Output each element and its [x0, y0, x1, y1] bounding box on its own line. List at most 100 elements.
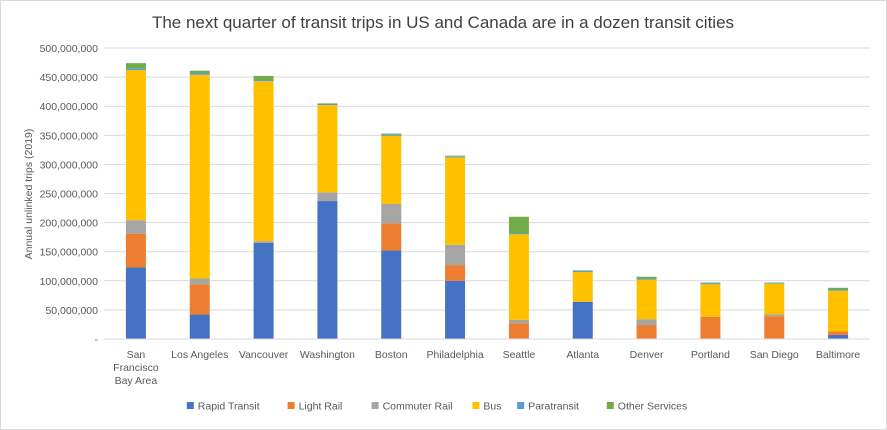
bar-segment	[636, 278, 657, 280]
bar-segment	[764, 283, 785, 315]
bar-segment	[508, 234, 529, 320]
bar-segment	[636, 276, 657, 279]
y-tick-label: 350,000,000	[40, 130, 99, 142]
bar-segment	[700, 282, 721, 284]
bar-segment	[764, 282, 785, 284]
bar-segment	[125, 70, 146, 221]
bar-segment	[189, 70, 210, 74]
x-category-label: Boston	[375, 349, 408, 361]
bar-segment	[508, 233, 529, 235]
bar-segment	[828, 331, 849, 335]
x-category-label: Seattle	[503, 349, 536, 361]
bar-segment	[700, 284, 721, 317]
bar-segment	[381, 134, 402, 136]
bar-segment	[381, 203, 402, 224]
bar-segment	[445, 265, 466, 281]
x-category-label: Denver	[630, 349, 664, 361]
bar-segment	[253, 80, 274, 82]
legend-item: Bus	[472, 401, 501, 413]
bar-segment	[764, 283, 785, 284]
bar-segment	[317, 105, 338, 193]
bar-segment	[828, 290, 849, 332]
legend-item: Other Services	[606, 401, 687, 413]
bar-segment	[828, 287, 849, 290]
bar-segment	[700, 316, 721, 339]
legend: Rapid Transit Light Rail Commuter Rail Bus P…	[186, 401, 687, 413]
x-category-label: Philadelphia	[426, 349, 483, 361]
bar-segment	[125, 63, 146, 69]
bar-segment	[381, 133, 402, 135]
y-tick-label: 400,000,000	[40, 101, 99, 113]
bar-segment	[189, 278, 210, 285]
y-tick-label: 150,000,000	[40, 247, 99, 259]
legend-label: Light Rail	[299, 401, 343, 413]
legend-item: Light Rail	[287, 401, 343, 413]
y-tick-label: 100,000,000	[40, 276, 99, 288]
bar-segment	[189, 314, 210, 339]
y-tick-label: 200,000,000	[40, 218, 99, 230]
legend-item: Rapid Transit	[186, 401, 260, 413]
bar-segment	[253, 242, 274, 339]
x-category-label: Portland	[691, 349, 730, 361]
y-tick-label: 500,000,000	[40, 43, 99, 55]
legend-swatch	[517, 402, 525, 409]
x-category-label: Baltimore	[816, 349, 861, 361]
bar-segment	[445, 280, 466, 339]
bar-segment	[125, 233, 146, 268]
legend-item: Commuter Rail	[371, 401, 453, 413]
gridlines	[104, 47, 870, 311]
y-tick-label: 250,000,000	[40, 189, 99, 201]
bar-segment	[445, 155, 466, 157]
y-tick-label: 450,000,000	[40, 72, 99, 84]
bar-segment	[572, 270, 593, 271]
legend-swatch	[287, 402, 295, 409]
bar-segment	[317, 201, 338, 339]
bar-segment	[636, 325, 657, 339]
bar-segment	[508, 216, 529, 234]
legend-label: Bus	[483, 401, 501, 413]
bar-segment	[381, 223, 402, 251]
bar-segment	[445, 244, 466, 266]
bar-segment	[828, 334, 849, 339]
bar-segment	[508, 319, 529, 324]
x-category-label: Vancouver	[239, 349, 289, 361]
bar-segment	[445, 157, 466, 245]
bar-segment	[572, 272, 593, 302]
y-tick-label: 50,000,000	[45, 305, 98, 317]
bar-segment	[508, 323, 529, 339]
legend-label: Other Services	[618, 401, 687, 413]
y-axis-label: Annual unlinked trips (2019)	[23, 129, 35, 260]
x-category-label: San Francisco Bay Area	[113, 349, 159, 387]
bar-segment	[189, 73, 210, 75]
bar-segment	[253, 81, 274, 242]
x-category-label: Los Angeles	[171, 349, 228, 361]
bar-segment	[253, 75, 274, 81]
y-tick-label: -	[95, 334, 99, 346]
bar-segment	[125, 267, 146, 339]
y-axis-ticks: - 50,000,000 100,000,000 150,000,000 200,000…	[40, 43, 99, 346]
legend-swatch	[371, 402, 379, 409]
bar-segment	[317, 103, 338, 106]
bar-segment	[125, 220, 146, 234]
x-category-label: Atlanta	[566, 349, 599, 361]
legend-swatch	[186, 402, 194, 409]
legend-swatch	[606, 402, 614, 409]
bars	[125, 63, 849, 339]
bar-segment	[317, 103, 338, 104]
chart-title: The next quarter of transit trips in US …	[152, 13, 734, 32]
bar-segment	[572, 270, 593, 273]
bar-segment	[253, 241, 274, 243]
bar-segment	[764, 316, 785, 339]
legend-item: Paratransit	[517, 401, 579, 413]
bar-segment	[125, 68, 146, 71]
y-tick-label: 300,000,000	[40, 159, 99, 171]
legend-label: Commuter Rail	[383, 401, 453, 413]
bar-segment	[445, 156, 466, 158]
x-axis-labels: San Francisco Bay Area Los Angeles Vancouver…	[113, 349, 860, 387]
bar-segment	[189, 284, 210, 315]
legend-swatch	[472, 402, 480, 409]
x-category-label: Washington	[300, 349, 355, 361]
bar-segment	[189, 74, 210, 279]
